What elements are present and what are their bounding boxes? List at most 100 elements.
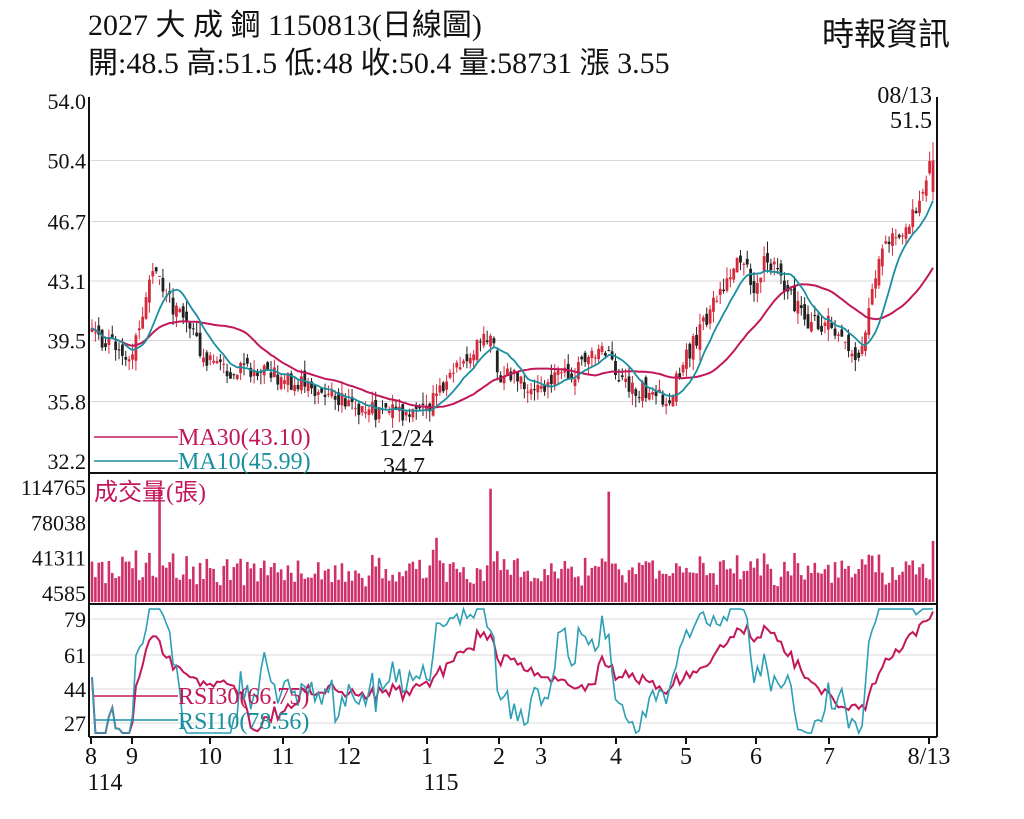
candle-body — [921, 191, 925, 194]
price-tick-label: 32.2 — [48, 449, 87, 474]
volume-bar — [360, 577, 364, 602]
volume-bar — [232, 567, 236, 602]
candle-body — [208, 355, 212, 361]
volume-bar — [161, 565, 165, 602]
candle-body — [435, 393, 438, 396]
candle-body — [570, 373, 574, 380]
volume-bar — [148, 552, 151, 602]
volume-bar — [316, 562, 320, 602]
source-label: 時報資訊 — [821, 16, 950, 52]
volume-bar — [259, 568, 263, 602]
candle-body — [651, 392, 655, 395]
candle-body — [502, 376, 506, 384]
volume-bar — [908, 565, 911, 602]
candle-body — [367, 409, 371, 416]
volume-bar — [458, 572, 462, 602]
candle-body — [357, 403, 361, 415]
candle-body — [110, 334, 114, 338]
candle-body — [701, 317, 705, 322]
price-tick-label: 35.8 — [48, 390, 87, 415]
candle-body — [725, 278, 729, 291]
volume-bar — [452, 562, 455, 602]
volume-bar — [344, 581, 347, 602]
candle-body — [931, 160, 935, 192]
volume-bar — [286, 565, 290, 602]
volume-title: 成交量(張) — [94, 479, 206, 506]
candle-body — [695, 334, 698, 346]
candle-body — [583, 352, 587, 363]
volume-bar — [117, 576, 121, 602]
volume-bar — [181, 574, 185, 602]
volume-bar — [212, 568, 215, 602]
volume-bar — [144, 562, 148, 602]
candle-body — [762, 256, 766, 272]
candle-body — [539, 385, 543, 389]
volume-bar — [577, 576, 580, 602]
volume-bar — [438, 560, 442, 602]
candle-body — [745, 258, 749, 265]
volume-bar — [725, 569, 729, 602]
volume-bar — [377, 557, 381, 602]
volume-bar — [445, 581, 448, 602]
volume-bar — [772, 584, 776, 602]
volume-bar — [695, 573, 698, 602]
volume-bar — [614, 563, 617, 602]
candle-body — [306, 382, 310, 392]
volume-bar — [543, 569, 546, 602]
volume-bar — [563, 561, 567, 602]
volume-bar — [94, 577, 97, 602]
volume-bar — [867, 554, 871, 602]
volume-bar — [756, 558, 759, 602]
x-tick-label: 6 — [750, 744, 762, 770]
volume-bar — [583, 557, 587, 602]
volume-bar — [745, 570, 749, 602]
candle-body — [739, 255, 742, 263]
candle-body — [752, 281, 756, 294]
candle-body — [816, 315, 820, 330]
candle-body — [266, 362, 270, 371]
volume-bar — [742, 571, 746, 602]
candle-body — [232, 374, 236, 376]
candle-body — [522, 382, 526, 390]
volume-bar — [337, 579, 340, 602]
candle-body — [441, 382, 445, 392]
volume-bar — [830, 582, 833, 602]
candle-body — [245, 358, 249, 364]
x-tick-label: 5 — [680, 744, 692, 770]
candle-body — [600, 346, 604, 353]
candle-body — [127, 359, 131, 362]
candle-body — [526, 391, 530, 393]
candle-body — [468, 357, 472, 364]
candle-body — [188, 322, 192, 329]
candle-body — [124, 357, 128, 360]
candle-body — [779, 263, 783, 276]
price-tick-label: 46.7 — [48, 210, 87, 235]
candle-body — [658, 389, 661, 393]
volume-bar — [550, 563, 553, 602]
x-tick-label: 8/13 — [908, 744, 951, 770]
candle-body — [131, 354, 134, 360]
volume-bar — [928, 579, 931, 602]
volume-bar — [313, 573, 317, 602]
candle-body — [516, 371, 519, 382]
volume-bar — [634, 574, 638, 602]
candle-body — [614, 360, 617, 376]
candle-body — [901, 235, 905, 237]
volume-bar — [482, 580, 486, 602]
candle-body — [148, 279, 151, 303]
volume-bar — [489, 488, 492, 602]
volume-bar — [276, 572, 280, 602]
volume-bar — [796, 563, 800, 602]
candle-body — [229, 372, 232, 379]
volume-bar — [789, 575, 793, 602]
low-value-annotation: 34.7 — [383, 454, 425, 480]
candle-body — [789, 289, 793, 291]
volume-bar — [151, 575, 155, 602]
ma10-line — [91, 200, 934, 412]
volume-bar — [107, 560, 111, 602]
volume-bar — [215, 582, 219, 602]
volume-bar — [627, 570, 631, 602]
volume-bar — [408, 563, 411, 602]
candle-body — [104, 343, 107, 348]
candle-body — [793, 285, 796, 312]
